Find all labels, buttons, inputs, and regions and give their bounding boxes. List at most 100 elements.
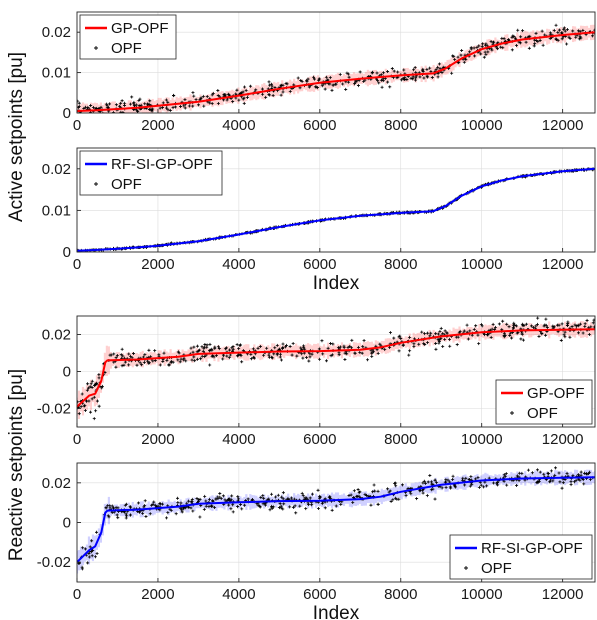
opf-point xyxy=(433,478,437,482)
opf-point xyxy=(228,353,232,357)
opf-point xyxy=(423,481,427,485)
opf-point xyxy=(165,516,169,520)
opf-point xyxy=(209,504,213,508)
opf-point xyxy=(397,335,401,339)
opf-point xyxy=(192,345,196,349)
opf-point xyxy=(269,355,273,359)
opf-point xyxy=(187,499,191,503)
legend: RF-SI-GP-OPF OPF xyxy=(79,150,223,196)
opf-point xyxy=(396,70,400,74)
opf-point xyxy=(559,338,563,342)
opf-point xyxy=(208,363,212,367)
x-tick-label: 4000 xyxy=(222,586,255,603)
opf-point xyxy=(128,513,132,517)
opf-point xyxy=(448,344,452,348)
opf-point xyxy=(407,353,411,357)
opf-point xyxy=(83,408,87,412)
opf-point xyxy=(532,326,536,330)
opf-point xyxy=(132,100,136,104)
axis-box xyxy=(76,147,596,253)
opf-point xyxy=(101,111,105,113)
opf-point xyxy=(422,342,426,346)
opf-point xyxy=(161,101,165,105)
opf-point xyxy=(579,470,583,474)
opf-point xyxy=(86,561,90,565)
opf-point xyxy=(511,326,515,330)
opf-point xyxy=(307,359,311,363)
opf-point xyxy=(87,552,91,556)
opf-point xyxy=(328,76,332,80)
opf-point xyxy=(422,76,426,80)
opf-point xyxy=(261,92,265,96)
opf-point xyxy=(330,508,334,512)
opf-point xyxy=(515,483,519,487)
opf-point xyxy=(133,104,137,108)
opf-point xyxy=(191,104,195,108)
opf-point xyxy=(482,485,486,489)
opf-point xyxy=(565,42,569,46)
opf-point xyxy=(77,412,81,416)
opf-point xyxy=(444,485,448,489)
plot-area xyxy=(77,466,595,574)
opf-point xyxy=(502,333,506,337)
opf-point xyxy=(153,503,157,507)
opf-point xyxy=(390,67,394,71)
opf-point xyxy=(421,69,425,73)
opf-point xyxy=(326,346,330,350)
opf-point xyxy=(130,95,134,99)
opf-point xyxy=(562,27,566,31)
opf-point xyxy=(205,94,209,98)
opf-point xyxy=(105,104,109,108)
opf-point xyxy=(219,496,223,500)
opf-point xyxy=(515,43,519,47)
opf-point xyxy=(216,345,220,349)
opf-point xyxy=(489,40,493,44)
opf-point xyxy=(99,105,103,109)
legend: RF-SI-GP-OPF OPF xyxy=(449,534,593,580)
x-tick-label: 0 xyxy=(73,586,81,603)
opf-point xyxy=(143,504,147,508)
opf-point xyxy=(216,89,220,93)
opf-point xyxy=(577,37,581,41)
opf-point xyxy=(288,505,292,509)
opf-point xyxy=(218,491,222,495)
opf-point xyxy=(176,496,180,500)
opf-point xyxy=(183,106,187,110)
legend-label-opf: OPF xyxy=(111,40,142,57)
opf-point xyxy=(167,363,171,367)
opf-point xyxy=(166,511,170,515)
opf-point xyxy=(563,29,567,33)
opf-point xyxy=(310,492,314,496)
opf-point xyxy=(483,50,487,54)
opf-point xyxy=(77,101,81,105)
opf-point xyxy=(249,357,253,361)
opf-point xyxy=(308,496,312,500)
opf-point xyxy=(184,359,188,363)
opf-point xyxy=(299,346,303,350)
y-tick-label: 0 xyxy=(63,244,71,261)
opf-point xyxy=(138,361,142,365)
opf-point xyxy=(501,319,505,323)
opf-point xyxy=(429,69,433,73)
opf-point xyxy=(521,29,525,33)
opf-point xyxy=(288,344,292,348)
opf-point xyxy=(123,360,127,364)
opf-point xyxy=(237,497,241,501)
opf-point xyxy=(267,93,271,97)
opf-point xyxy=(142,361,146,365)
opf-point xyxy=(548,480,552,484)
opf-point xyxy=(535,480,539,484)
opf-point xyxy=(180,508,184,512)
opf-point xyxy=(413,66,417,70)
opf-point xyxy=(251,347,255,351)
opf-point xyxy=(583,325,587,329)
opf-point xyxy=(450,71,454,75)
y-tick-label: 0.01 xyxy=(42,202,71,219)
opf-point xyxy=(300,352,304,356)
opf-point xyxy=(324,359,328,363)
opf-point xyxy=(251,355,255,359)
opf-point xyxy=(116,506,120,510)
opf-point xyxy=(91,106,95,109)
opf-point xyxy=(281,497,285,501)
x-tick-label: 0 xyxy=(73,256,81,273)
